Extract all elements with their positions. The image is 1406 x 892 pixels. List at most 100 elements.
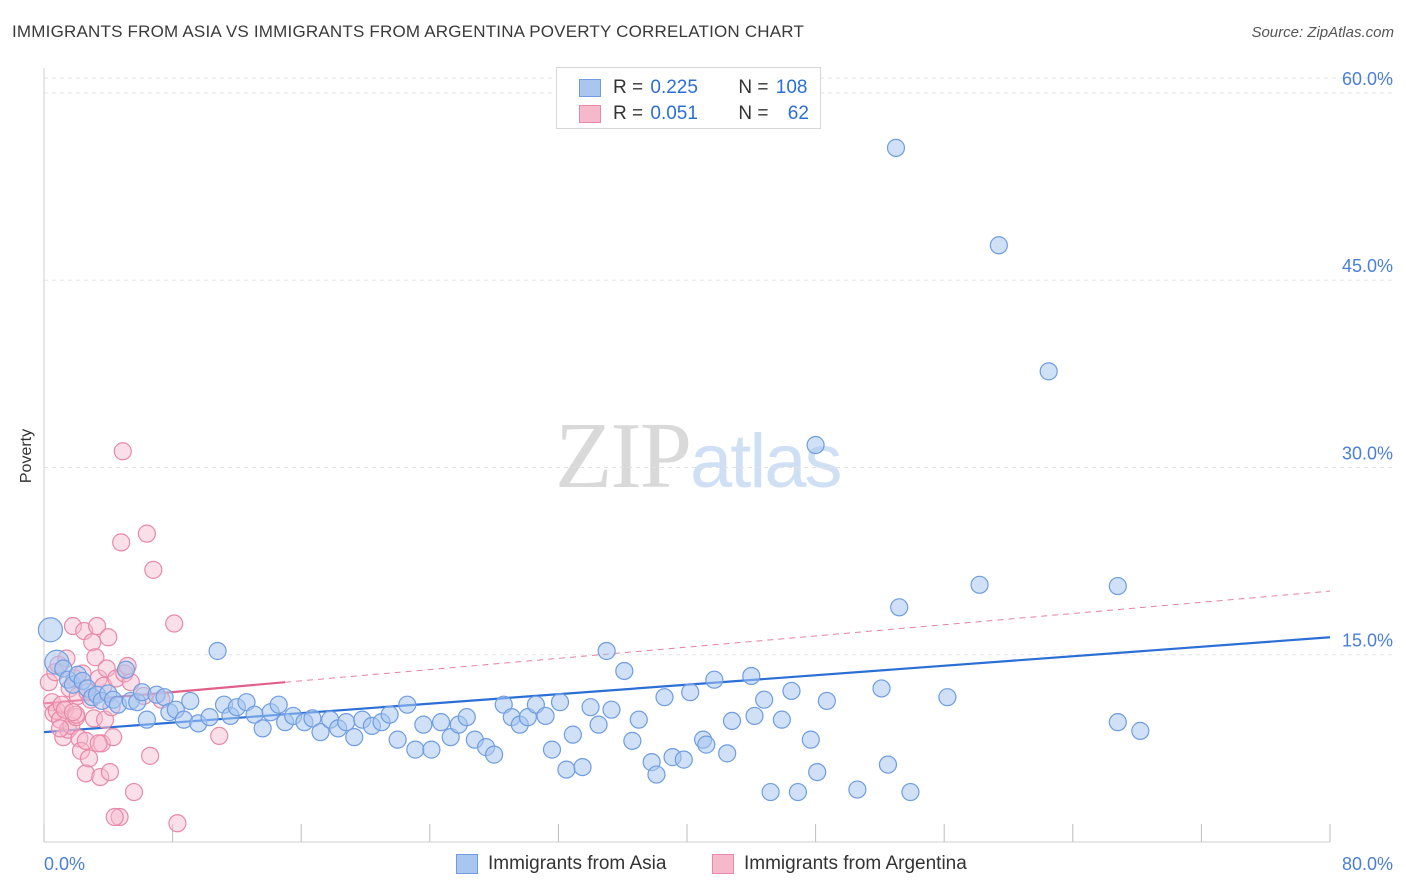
asia-point [890, 598, 909, 617]
argentina-swatch [579, 105, 601, 123]
argentina-point [105, 807, 124, 827]
asia-n-value: 108 [775, 77, 808, 98]
asia-point [398, 695, 417, 714]
argentina-point [83, 633, 102, 652]
asia-point [817, 691, 836, 711]
asia-point [1108, 713, 1127, 732]
asia-point [337, 713, 356, 732]
asia-point [602, 700, 621, 719]
asia-points [37, 138, 1150, 802]
argentina-point [210, 726, 229, 745]
watermark: ZIPatlas [555, 402, 843, 510]
asia-swatch [579, 79, 601, 97]
asia-point [414, 715, 433, 734]
asia-point [563, 725, 582, 744]
asia-point [269, 695, 288, 714]
argentina-point [86, 648, 105, 667]
bottom-asia-label: Immigrants from Asia [488, 853, 667, 874]
asia-point [697, 735, 716, 754]
argentina-point [99, 628, 118, 647]
asia-point [782, 681, 801, 701]
asia-point [485, 745, 504, 764]
asia-point [806, 435, 825, 455]
argentina-r-label: R = [613, 103, 644, 124]
argentina-point [140, 746, 160, 765]
tick-labels: 15.0% 30.0% 45.0% 60.0% 0.0% 80.0% [44, 69, 1393, 874]
asia-point [848, 780, 867, 799]
argentina-point [91, 767, 110, 787]
argentina-trend-extension [285, 590, 1331, 683]
asia-point [886, 138, 906, 157]
y-tick-label: 45.0% [1342, 256, 1393, 276]
asia-n-label: N = [738, 77, 769, 98]
asia-point [878, 755, 898, 774]
argentina-point [112, 533, 131, 552]
asia-point [422, 740, 441, 759]
asia-point [345, 728, 364, 747]
y-tick-label: 30.0% [1342, 443, 1393, 463]
argentina-point [87, 616, 107, 636]
argentina-point [137, 524, 156, 543]
asia-point [208, 641, 227, 661]
asia-point [303, 709, 322, 728]
argentina-point [63, 616, 83, 636]
asia-point [623, 731, 642, 750]
asia-point [989, 236, 1008, 255]
asia-point [718, 744, 737, 763]
asia-point [573, 757, 592, 777]
asia-point [742, 666, 761, 686]
argentina-n-value: 62 [787, 103, 809, 124]
argentina-point [89, 734, 108, 753]
asia-r-value: 0.225 [650, 77, 698, 98]
y-tick-label: 60.0% [1342, 69, 1393, 89]
asia-point [589, 715, 608, 734]
asia-point [388, 730, 407, 749]
asia-point [872, 679, 891, 698]
asia-point [681, 683, 700, 702]
asia-point [761, 782, 780, 802]
bottom-argentina-label: Immigrants from Argentina [744, 853, 967, 874]
asia-point [970, 575, 989, 594]
asia-point [311, 723, 330, 742]
asia-point [380, 705, 399, 724]
axes [43, 68, 1331, 843]
bottom-asia-swatch [456, 854, 478, 874]
asia-point [181, 691, 200, 711]
argentina-point [124, 782, 144, 802]
asia-point [116, 660, 136, 679]
asia-point [801, 730, 820, 749]
asia-point [581, 698, 600, 717]
correlation-legend: R = 0.225 N = 108 R = 0.051 N = 62 [556, 67, 821, 129]
watermark-atlas: atlas [690, 419, 843, 504]
argentina-point [79, 749, 99, 768]
asia-point [137, 710, 156, 729]
asia-point [542, 740, 562, 759]
x-tick-label-max: 80.0% [1342, 854, 1393, 874]
asia-point [597, 641, 616, 661]
argentina-points [39, 442, 229, 833]
asia-point [536, 706, 555, 726]
asia-point [431, 713, 451, 732]
asia-point [674, 750, 693, 769]
asia-point [1039, 362, 1058, 381]
bottom-argentina-swatch [712, 854, 734, 874]
argentina-point [39, 673, 58, 692]
asia-r-label: R = [613, 77, 644, 98]
asia-point [457, 708, 476, 727]
asia-point [655, 688, 674, 707]
asia-point [722, 711, 742, 731]
argentina-point [100, 762, 120, 782]
argentina-point [165, 614, 184, 633]
argentina-point [144, 560, 163, 579]
asia-point [253, 719, 272, 738]
grid-lines [44, 77, 1394, 656]
asia-point [938, 688, 957, 707]
watermark-zip: ZIP [555, 404, 692, 508]
asia-point [550, 693, 570, 712]
asia-point [745, 706, 764, 726]
x-tick-label-min: 0.0% [44, 854, 85, 874]
argentina-point [168, 814, 187, 833]
asia-point [200, 708, 219, 727]
source-credit: Source: ZipAtlas.com [1251, 24, 1394, 41]
